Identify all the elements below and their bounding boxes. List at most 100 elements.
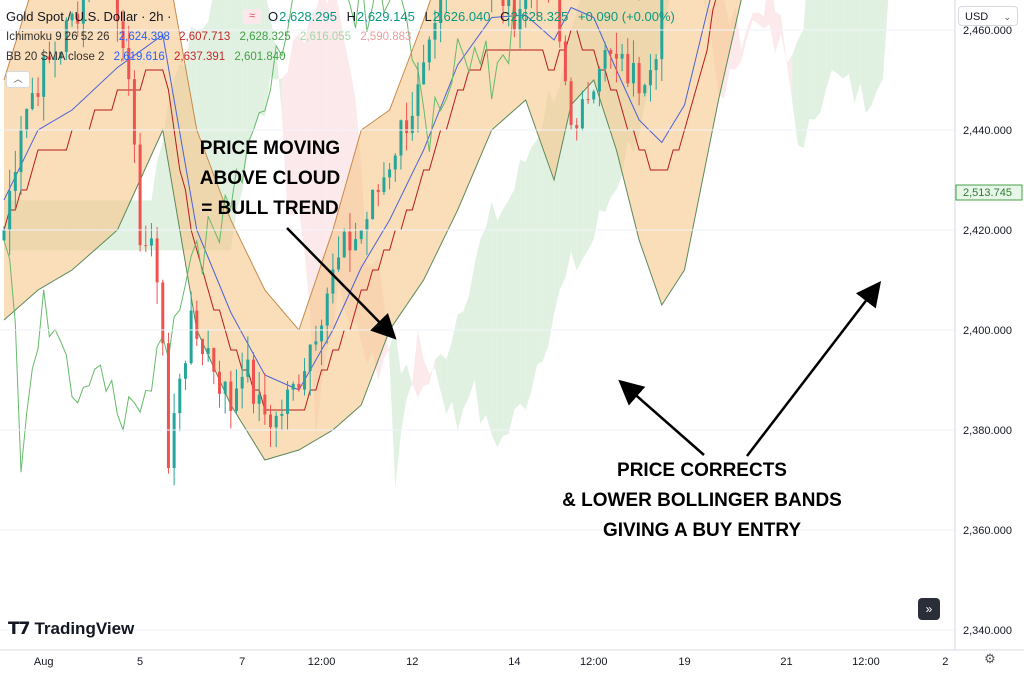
currency-selector[interactable]: USD ⌄ (958, 6, 1018, 26)
y-tick-label: 2,420.000 (963, 225, 1012, 237)
annotation-line: ABOVE CLOUD (199, 168, 341, 189)
currency-label: USD (965, 11, 989, 23)
candle-body (393, 155, 397, 170)
bb-legend[interactable]: BB 20 SMA close 2 2,619.616 2,637.391 2,… (6, 51, 292, 63)
candle-body (2, 230, 6, 241)
annotation-line: PRICE CORRECTS (617, 460, 787, 481)
candle-body (376, 189, 380, 192)
candle-body (59, 51, 63, 59)
cloud-segment (865, 0, 872, 114)
cloud-segment (446, 341, 452, 414)
cloud-segment (741, 28, 747, 62)
candle-body (274, 415, 278, 428)
annotation-line: & LOWER BOLLINGER BANDS (562, 490, 842, 511)
candle-body (382, 177, 386, 192)
x-tick-label: 2 (942, 656, 948, 668)
candle-body (422, 62, 426, 85)
symbol-title[interactable]: Gold Spot / U.S. Dollar · 2h · (6, 9, 172, 24)
candle-body (115, 0, 119, 22)
candle-body (132, 79, 136, 145)
candle-body (8, 190, 12, 231)
bb-value: 2,619.616 (113, 51, 165, 63)
cloud-segment (537, 125, 543, 365)
cloud-segment (746, 13, 753, 39)
candle-body (223, 381, 227, 394)
candle-body (586, 99, 590, 101)
cloud-segment (157, 142, 163, 251)
candle-body (648, 70, 652, 86)
cloud-segment (525, 147, 532, 410)
ohlc-high: 2,629.145 (356, 9, 415, 24)
cloud-segment (814, 0, 821, 120)
cloud-segment (304, 13, 311, 314)
candle-body (348, 231, 352, 251)
candle-body (371, 189, 375, 220)
tradingview-logo-icon: 𝗧𝟳 (8, 619, 30, 638)
cloud-segment (820, 0, 827, 112)
cloud-segment (230, 0, 237, 251)
candle-body (252, 359, 256, 404)
cloud-segment (514, 159, 521, 410)
candle-body (212, 348, 216, 372)
ohlc-open-label: O (268, 9, 279, 24)
collapse-legend-button[interactable]: ︿ (6, 71, 30, 88)
candle-body (229, 381, 233, 411)
cloud-segment (400, 364, 407, 434)
cloud-segment (423, 358, 430, 386)
cloud-segment (508, 189, 515, 434)
candle-body (331, 269, 335, 294)
candle-body (308, 344, 312, 372)
cloud-segment (389, 329, 396, 488)
candle-body (19, 130, 23, 173)
candle-body (172, 413, 176, 468)
candle-body (597, 68, 601, 92)
candle-body (631, 63, 635, 84)
cloud-segment (440, 353, 447, 414)
gear-icon[interactable]: ⚙ (984, 651, 996, 666)
tilde-wave-icon[interactable]: ≈ (243, 9, 261, 24)
candle-body (359, 230, 363, 240)
cloud-segment (463, 295, 469, 409)
candle-body (286, 389, 290, 414)
current-price-label: 2,513.745 (963, 187, 1012, 199)
candle-body (269, 414, 273, 428)
cloud-segment (882, 0, 889, 80)
candle-body (30, 93, 34, 109)
ohlc-close-label: C (500, 9, 510, 24)
candle-body (280, 413, 284, 416)
candle-body (563, 41, 567, 82)
candle-body (320, 325, 324, 342)
candle-body (144, 245, 148, 247)
double-chevron-right-icon: » (925, 602, 933, 616)
candle-body (240, 376, 244, 389)
candle-body (580, 99, 584, 129)
symbol-legend[interactable]: Gold Spot / U.S. Dollar · 2h · (6, 9, 177, 24)
cloud-segment (763, 0, 770, 29)
x-tick-label: 7 (239, 656, 245, 668)
price-axis-bg (955, 0, 1024, 674)
candle-body (427, 39, 431, 63)
cloud-segment (298, 33, 305, 253)
candle-body (354, 239, 358, 251)
ichimoku-value: 2,616.055 (299, 31, 352, 43)
ichimoku-value: 2,628.325 (239, 31, 291, 43)
ichimoku-legend[interactable]: Ichimoku 9 26 52 26 2,624.398 2,607.713 … (6, 31, 417, 43)
cloud-segment (474, 239, 481, 424)
x-tick-label: 12:00 (308, 656, 336, 668)
tradingview-logo[interactable]: 𝗧𝟳 TradingView (8, 619, 134, 639)
scroll-to-realtime-button[interactable]: » (918, 598, 940, 620)
candle-body (42, 56, 46, 97)
candle-body (399, 120, 403, 156)
time-axis[interactable]: Aug 5 7 12:00 12 14 12:00 19 21 12:00 2 (0, 649, 1024, 668)
candle-body (609, 50, 613, 54)
candle-body (127, 47, 131, 80)
candle-body (365, 219, 369, 231)
candle-body (178, 378, 182, 414)
x-tick-label: 12:00 (852, 656, 880, 668)
cloud-segment (497, 209, 504, 448)
candle-body (501, 0, 505, 6)
candle-body (416, 84, 420, 116)
cloud-segment (219, 0, 226, 251)
